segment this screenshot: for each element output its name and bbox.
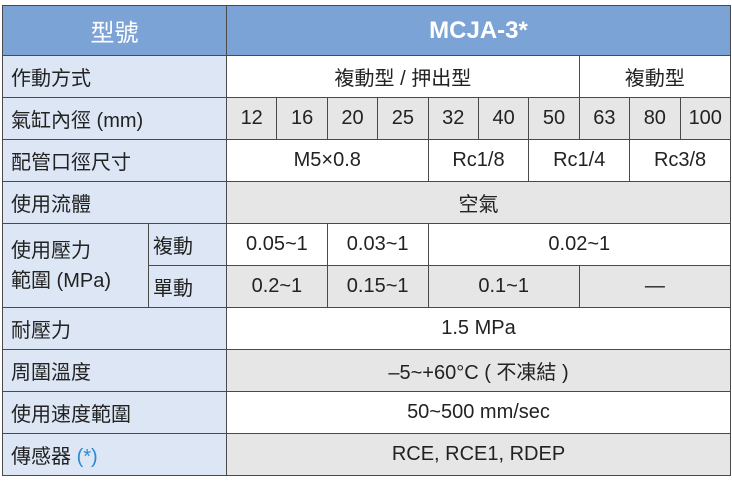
row-label: 傳感器 (*) bbox=[2, 433, 227, 476]
cell: RCE, RCE1, RDEP bbox=[226, 433, 731, 476]
cell: 12 bbox=[225, 97, 278, 140]
cell: 0.15~1 bbox=[326, 265, 429, 308]
row-label: 氣缸內徑 (mm) bbox=[2, 97, 227, 140]
cell: 0.1~1 bbox=[427, 265, 580, 308]
cell: 0.05~1 bbox=[226, 223, 328, 266]
table-row: 氣缸內徑 (mm) 12 16 20 25 32 40 50 63 80 100 bbox=[2, 97, 732, 140]
cell: 50 bbox=[528, 97, 580, 140]
row-label: 耐壓力 bbox=[2, 307, 227, 350]
cell: Rc1/8 bbox=[427, 139, 530, 182]
table-row: 作動方式 複動型 / 押出型 複動型 bbox=[2, 55, 732, 98]
cell: — bbox=[578, 265, 732, 308]
table-row: 傳感器 (*) RCE, RCE1, RDEP bbox=[2, 433, 731, 476]
sub-label: 複動 bbox=[148, 223, 227, 266]
cell: 25 bbox=[377, 97, 429, 140]
row-label: 使用速度範圍 bbox=[2, 391, 227, 434]
header-label: 型號 bbox=[2, 5, 227, 56]
row-label: 使用壓力範圍 (MPa) bbox=[2, 223, 149, 308]
cell: 空氣 bbox=[226, 181, 731, 224]
cell: 0.03~1 bbox=[326, 223, 429, 266]
cell: 63 bbox=[578, 97, 631, 140]
cell: 50~500 mm/sec bbox=[226, 391, 731, 434]
cell: 100 bbox=[679, 97, 732, 140]
table-row: 使用流體 空氣 bbox=[2, 181, 731, 224]
sub-label: 單動 bbox=[148, 265, 227, 308]
row-label: 使用流體 bbox=[2, 181, 227, 224]
cell: 0.02~1 bbox=[427, 223, 732, 266]
label-line: 範圍 (MPa) bbox=[11, 269, 111, 292]
model-name: MCJA-3* bbox=[226, 5, 731, 56]
cell: 20 bbox=[326, 97, 379, 140]
cell: Rc1/4 bbox=[528, 139, 631, 182]
spec-table: 型號 MCJA-3* 作動方式 複動型 / 押出型 複動型 氣缸內徑 (mm) … bbox=[2, 5, 732, 476]
table-row: 周圍溫度 –5~+60°C ( 不凍結 ) bbox=[2, 349, 731, 392]
cell: M5×0.8 bbox=[226, 139, 429, 182]
footnote-marker: (*) bbox=[76, 446, 98, 468]
cell: 複動型 / 押出型 bbox=[226, 55, 580, 98]
cell: 1.5 MPa bbox=[226, 307, 731, 350]
cell: 40 bbox=[477, 97, 530, 140]
cell: 複動型 bbox=[578, 55, 732, 98]
cell: Rc3/8 bbox=[629, 139, 731, 182]
cell: –5~+60°C ( 不凍結 ) bbox=[226, 349, 731, 392]
cell: 0.2~1 bbox=[226, 265, 328, 308]
table-row: 耐壓力 1.5 MPa bbox=[2, 307, 731, 350]
cell: 32 bbox=[427, 97, 479, 140]
row-label: 周圍溫度 bbox=[2, 349, 227, 392]
cell: 80 bbox=[629, 97, 681, 140]
cell: 16 bbox=[276, 97, 328, 140]
table-row: 使用壓力範圍 (MPa) 複動 0.05~1 0.03~1 0.02~1 bbox=[2, 223, 732, 308]
label-text: 傳感器 bbox=[11, 446, 71, 468]
label-line: 使用壓力 bbox=[11, 239, 91, 262]
table-row: 配管口徑尺寸 M5×0.8 Rc1/8 Rc1/4 Rc3/8 bbox=[2, 139, 731, 182]
table-row: 使用速度範圍 50~500 mm/sec bbox=[2, 391, 731, 434]
table-row: 單動 0.2~1 0.15~1 0.1~1 — bbox=[3, 265, 732, 308]
row-label: 作動方式 bbox=[2, 55, 227, 98]
header-row: 型號 MCJA-3* bbox=[2, 5, 731, 56]
row-label: 配管口徑尺寸 bbox=[2, 139, 227, 182]
